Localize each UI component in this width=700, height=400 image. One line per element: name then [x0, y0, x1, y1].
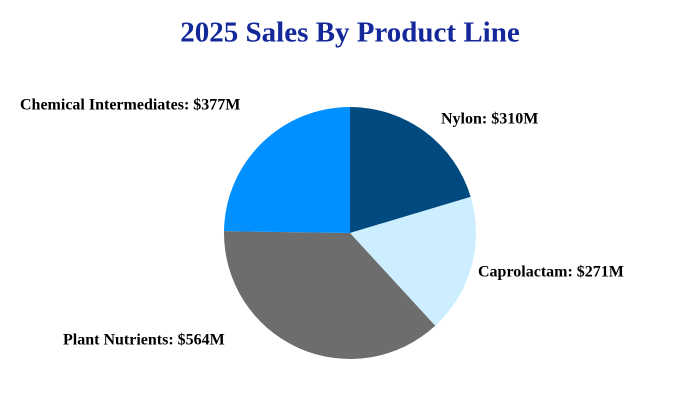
pie-slice: [350, 107, 471, 233]
slice-label: Nylon: $310M: [441, 111, 538, 128]
pie-slice: [350, 196, 476, 326]
slice-label: Plant Nutrients: $564M: [63, 332, 225, 349]
slice-label: Caprolactam: $271M: [478, 264, 624, 281]
pie-slice: [224, 231, 436, 359]
chart-title: 2025 Sales By Product Line: [180, 17, 520, 49]
slice-label: Chemical Intermediates: $377M: [20, 97, 240, 114]
pie-slice: [224, 107, 350, 233]
